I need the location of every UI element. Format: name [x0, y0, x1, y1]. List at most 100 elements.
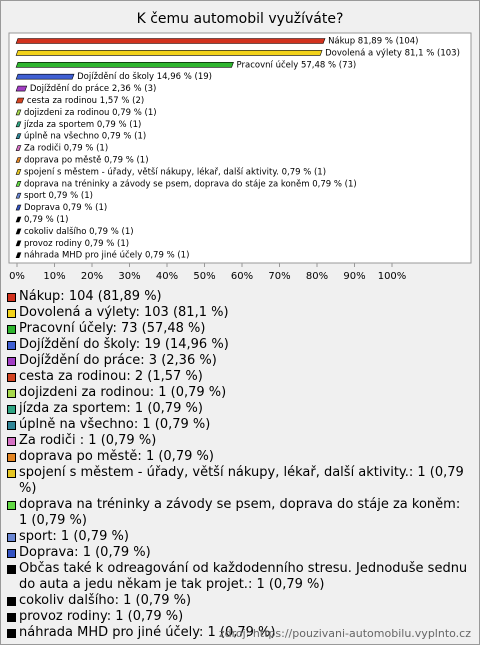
bar-label: provoz rodiny 0,79 % (1) — [24, 239, 129, 249]
legend-item: Občas také k odreagování od každodenního… — [7, 561, 469, 593]
legend-item: Doprava: 1 (0,79 %) — [7, 545, 469, 561]
legend-label: doprava po městě: 1 (0,79 %) — [19, 449, 214, 464]
legend-swatch — [7, 437, 16, 446]
bar — [15, 97, 25, 104]
legend-swatch — [7, 373, 16, 382]
legend-label: Pracovní účely: 73 (57,48 %) — [19, 321, 206, 336]
legend-swatch — [7, 341, 16, 350]
bar-label: úplně na všechno 0,79 % (1) — [24, 131, 146, 142]
legend-label: úplně na všechno: 1 (0,79 %) — [19, 417, 211, 432]
bar — [15, 204, 22, 211]
legend-label: jízda za sportem: 1 (0,79 %) — [19, 401, 203, 416]
bar — [15, 252, 22, 258]
bar — [15, 240, 22, 247]
x-tick-label: 40% — [156, 271, 178, 282]
legend-swatch — [7, 501, 16, 510]
legend-label: doprava na tréninky a závody se psem, do… — [19, 497, 461, 528]
legend-label: Dojíždění do školy: 19 (14,96 %) — [19, 337, 229, 352]
bar-label: cokoliv dalšího 0,79 % (1) — [24, 226, 134, 237]
bar — [15, 50, 323, 56]
x-tick-label: 0% — [9, 271, 25, 282]
legend-item: cesta za rodinou: 2 (1,57 %) — [7, 369, 469, 385]
legend-item: sport: 1 (0,79 %) — [7, 529, 469, 545]
legend-swatch — [7, 629, 16, 638]
legend-item: doprava po městě: 1 (0,79 %) — [7, 449, 469, 465]
legend-label: cesta za rodinou: 2 (1,57 %) — [19, 369, 203, 384]
legend-label: spojení s městem - úřady, větší nákupy, … — [19, 465, 464, 496]
legend-swatch — [7, 565, 16, 574]
bar-label: Doprava 0,79 % (1) — [24, 203, 107, 213]
legend-swatch — [7, 325, 16, 334]
bar-label: Dojíždění do práce 2,36 % (3) — [30, 84, 156, 94]
x-tick-label: 10% — [43, 271, 65, 282]
legend-swatch — [7, 549, 16, 558]
legend-swatch — [7, 613, 16, 622]
legend-item: Za rodiči : 1 (0,79 %) — [7, 433, 469, 449]
bar-label: dojizdeni za rodinou 0,79 % (1) — [24, 108, 157, 118]
legend-swatch — [7, 469, 16, 478]
bar-label: doprava po městě 0,79 % (1) — [24, 156, 149, 166]
legend-label: dojizdeni za rodinou: 1 (0,79 %) — [19, 385, 227, 400]
bar — [15, 169, 22, 175]
legend-label: Nákup: 104 (81,89 %) — [19, 289, 162, 304]
bar — [15, 157, 22, 163]
legend-item: dojizdeni za rodinou: 1 (0,79 %) — [7, 385, 469, 401]
bar — [15, 145, 22, 151]
legend-item: Dovolená a výlety: 103 (81,1 %) — [7, 305, 469, 321]
x-tick-label: 60% — [231, 271, 253, 282]
source: zdroj: https://pouzivani-automobilu.vypl… — [218, 627, 471, 640]
bar — [15, 181, 22, 187]
legend-swatch — [7, 389, 16, 398]
x-tick-label: 20% — [81, 271, 103, 282]
bar-label: Za rodiči 0,79 % (1) — [24, 143, 108, 154]
bar-label: 0,79 % (1) — [24, 215, 68, 225]
legend-swatch — [7, 453, 16, 462]
legend-swatch — [7, 293, 16, 302]
legend-item: Pracovní účely: 73 (57,48 %) — [7, 321, 469, 337]
legend: Nákup: 104 (81,89 %) Dovolená a výlety: 1… — [7, 289, 469, 641]
legend-swatch — [7, 405, 16, 414]
bar — [15, 109, 22, 116]
legend-item: spojení s městem - úřady, větší nákupy, … — [7, 465, 469, 497]
legend-label: Doprava: 1 (0,79 %) — [19, 545, 151, 560]
legend-item: provoz rodiny: 1 (0,79 %) — [7, 609, 469, 625]
bar — [15, 192, 22, 199]
chart-title: K čemu automobil využíváte? — [137, 11, 344, 27]
bar — [15, 61, 234, 68]
bar-label: Nákup 81,89 % (104) — [328, 37, 418, 47]
chart: K čemu automobil využíváte? 0% 10% 20% 30% 4… — [8, 11, 472, 282]
bar-label: Dojíždění do školy 14,96 % (19) — [77, 71, 212, 82]
legend-label: náhrada MHD pro jiné účely: 1 (0,79 %) — [19, 625, 276, 640]
legend-item: úplně na všechno: 1 (0,79 %) — [7, 417, 469, 433]
bar — [15, 85, 28, 92]
legend-label: cokoliv dalšího: 1 (0,79 %) — [19, 593, 192, 608]
bar — [15, 133, 22, 139]
legend-label: Dojíždění do práce: 3 (2,36 %) — [19, 353, 217, 368]
legend-label: provoz rodiny: 1 (0,79 %) — [19, 609, 184, 624]
legend-label: sport: 1 (0,79 %) — [19, 529, 129, 544]
legend-swatch — [7, 597, 16, 606]
legend-item: Dojíždění do školy: 19 (14,96 %) — [7, 337, 469, 353]
bar — [15, 73, 75, 80]
x-tick-label: 90% — [343, 271, 365, 282]
plot-area — [8, 32, 472, 264]
bar-label: doprava na tréninky a závody se psem, do… — [24, 178, 357, 189]
legend-swatch — [7, 357, 16, 366]
legend-item: Dojíždění do práce: 3 (2,36 %) — [7, 353, 469, 369]
legend-swatch — [7, 421, 16, 430]
bar-label: sport 0,79 % (1) — [24, 191, 93, 201]
legend-item: Nákup: 104 (81,89 %) — [7, 289, 469, 305]
legend-label: Dovolená a výlety: 103 (81,1 %) — [19, 305, 229, 320]
x-tick-label: 80% — [306, 271, 328, 282]
legend-swatch — [7, 309, 16, 318]
bar-label: cesta za rodinou 1,57 % (2) — [27, 96, 144, 106]
x-tick-label: 100% — [378, 271, 407, 282]
legend-swatch — [7, 533, 16, 542]
legend-item: náhrada MHD pro jiné účely: 1 (0,79 %) — [7, 625, 469, 641]
bar-label: Pracovní účely 57,48 % (73) — [237, 59, 357, 70]
bar — [15, 121, 22, 128]
legend-label: Za rodiči : 1 (0,79 %) — [19, 433, 157, 448]
x-tick-label: 70% — [268, 271, 290, 282]
x-tick-label: 50% — [193, 271, 215, 282]
bar-label: jízda za sportem 0,79 % (1) — [23, 120, 141, 130]
